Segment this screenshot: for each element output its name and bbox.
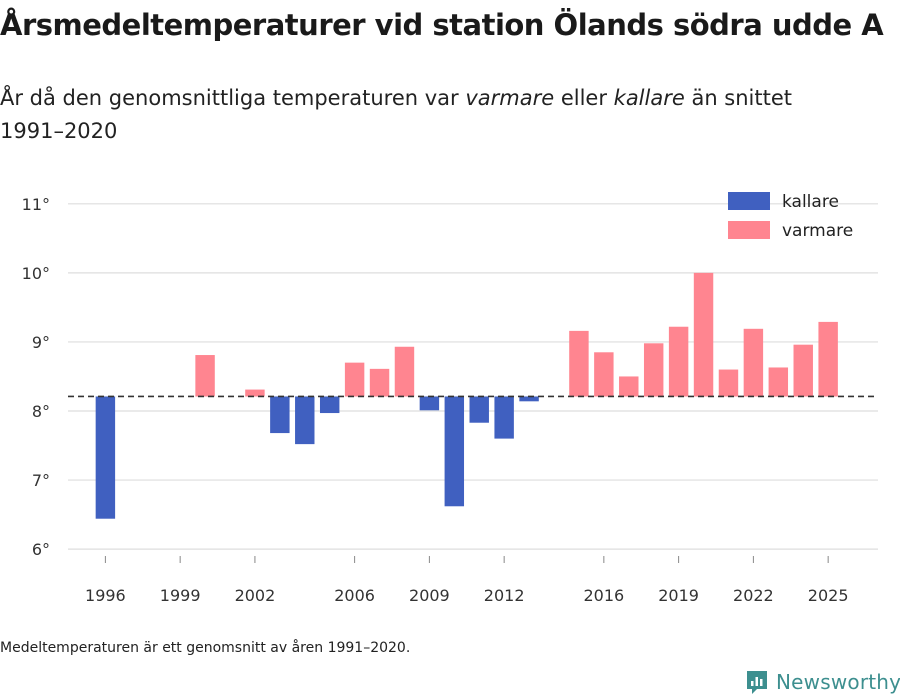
subtitle-warmer: varmare xyxy=(465,86,555,110)
x-tick-label: 2002 xyxy=(235,586,276,605)
bar-warmer xyxy=(569,330,589,397)
bar-colder xyxy=(519,396,539,402)
bar-warmer xyxy=(594,352,614,397)
chart-subtitle: År då den genomsnittliga temperaturen va… xyxy=(0,82,860,148)
x-tick-label: 2022 xyxy=(733,586,774,605)
bar-warmer xyxy=(668,326,689,397)
bar-colder xyxy=(270,396,290,434)
footnote: Medeltemperaturen är ett genomsnitt av å… xyxy=(0,640,411,656)
y-tick-label: 8° xyxy=(32,402,50,421)
newsworthy-logo-icon xyxy=(747,671,767,694)
bar-colder xyxy=(469,396,489,423)
x-tick-label: 2019 xyxy=(658,586,699,605)
y-tick-label: 11° xyxy=(22,195,50,214)
bar-colder xyxy=(95,396,116,519)
x-tick-label: 2016 xyxy=(583,586,624,605)
bar-warmer xyxy=(643,343,664,397)
y-tick-label: 7° xyxy=(32,471,50,490)
brand-logo: Newsworthy xyxy=(745,667,900,697)
bar-warmer xyxy=(369,368,390,397)
x-tick-label: 2006 xyxy=(334,586,375,605)
legend-label-warmer: varmare xyxy=(782,221,853,241)
chart-title: Årsmedeltemperaturer vid station Ölands … xyxy=(0,8,884,42)
legend-swatch-warmer xyxy=(728,221,770,239)
bar-colder xyxy=(494,396,514,439)
subtitle-part2: eller xyxy=(554,86,614,110)
legend-label-colder: kallare xyxy=(782,192,839,212)
subtitle-colder: kallare xyxy=(613,86,685,110)
bar-warmer xyxy=(743,328,764,397)
legend-swatch-colder xyxy=(728,192,770,210)
bar-colder xyxy=(444,396,465,507)
subtitle-part3: än snittet 1991–2020 xyxy=(0,86,793,143)
bar-colder xyxy=(295,396,315,445)
brand-name: Newsworthy xyxy=(776,670,900,694)
x-tick-label: 1999 xyxy=(160,586,201,605)
y-tick-label: 6° xyxy=(32,540,50,559)
x-tick-label: 2009 xyxy=(409,586,450,605)
bar-warmer xyxy=(768,367,789,397)
bar-warmer xyxy=(195,355,215,397)
bar-warmer xyxy=(718,369,739,397)
bar-warmer xyxy=(693,272,714,397)
x-tick-label: 2025 xyxy=(808,586,849,605)
bar-warmer xyxy=(619,376,639,397)
bar-warmer xyxy=(818,321,838,397)
bar-warmer xyxy=(245,389,265,397)
bar-colder xyxy=(419,396,440,411)
subtitle-part1: År då den genomsnittliga temperaturen va… xyxy=(0,86,466,110)
temperature-bar-chart: 6° 7° 8° 9° 10° 11° 1996 1999 2002 2006 2009 2012 20… xyxy=(22,192,878,605)
bar-warmer xyxy=(793,344,813,397)
x-tick-label: 2012 xyxy=(484,586,525,605)
x-tick-label: 1996 xyxy=(85,586,126,605)
y-tick-label: 10° xyxy=(22,264,50,283)
bar-warmer xyxy=(344,362,365,397)
bar-warmer xyxy=(394,346,415,397)
y-tick-label: 9° xyxy=(32,333,50,352)
bar-colder xyxy=(319,396,340,414)
